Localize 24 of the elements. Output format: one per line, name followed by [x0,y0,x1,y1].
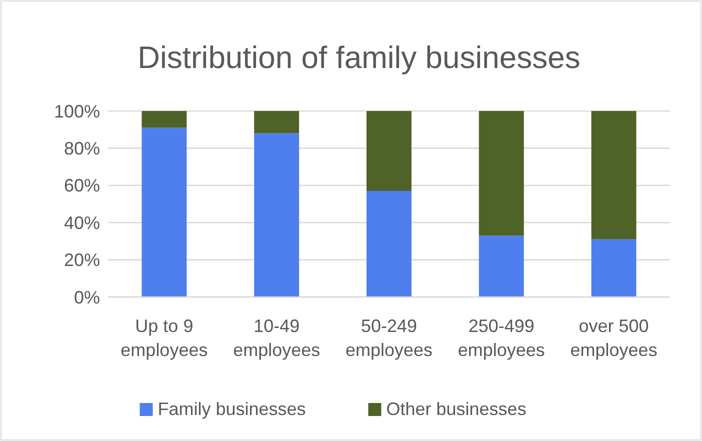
bar [142,128,187,297]
x-tick-label: Up to 9 employees [120,316,208,360]
bar [366,111,412,191]
bar [478,236,524,297]
bar [366,190,412,297]
bar [591,111,636,240]
bar [591,239,636,297]
bar [254,133,300,297]
x-tick-label: over 500 employees [570,316,658,360]
x-tick-label: 50-249 employees [345,316,433,360]
y-tick-label: 80% [64,138,100,158]
y-tick-label: 60% [64,176,100,196]
y-tick-label: 0% [74,287,100,308]
y-tick-label: 20% [64,250,100,270]
y-tick-label: 100% [54,101,100,122]
bar [142,111,187,128]
bar [254,111,300,134]
x-tick-label: 250-499 employees [458,316,545,360]
legend-label: Family businesses [158,399,306,419]
legend-label: Other businesses [386,399,526,419]
chart-title: Distribution of family businesses [138,40,580,75]
bar [478,111,524,236]
x-tick-label: 10-49 employees [233,316,320,360]
y-tick-label: 40% [64,212,100,233]
